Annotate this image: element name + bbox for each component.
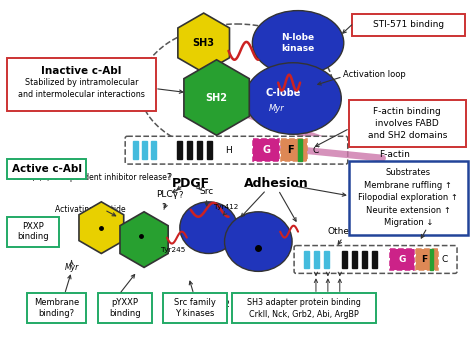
Text: Membrane
binding?: Membrane binding?: [34, 299, 79, 318]
Text: Myr: Myr: [64, 263, 79, 272]
FancyBboxPatch shape: [7, 58, 156, 111]
Bar: [142, 141, 147, 159]
FancyBboxPatch shape: [232, 293, 375, 323]
Text: Stabilized by intramolecular
and intermolecular interactions: Stabilized by intramolecular and intermo…: [18, 78, 145, 99]
Text: Tyr245: Tyr245: [161, 246, 185, 252]
Text: G: G: [262, 145, 270, 155]
Bar: [314, 251, 319, 268]
FancyBboxPatch shape: [7, 159, 86, 179]
Bar: [187, 141, 192, 159]
FancyBboxPatch shape: [349, 161, 468, 235]
Text: F: F: [287, 145, 293, 155]
Text: SH3 adapter protein binding
CrkII, Nck, Grb2, Abi, ArgBP: SH3 adapter protein binding CrkII, Nck, …: [247, 298, 361, 318]
Text: Tyr412: Tyr412: [214, 204, 239, 210]
Text: Myr: Myr: [268, 104, 284, 113]
Text: SH3: SH3: [192, 38, 215, 48]
Bar: [254, 139, 279, 161]
Polygon shape: [79, 202, 124, 253]
Text: SH2: SH2: [206, 93, 228, 103]
Ellipse shape: [252, 11, 344, 75]
Bar: [430, 248, 433, 271]
Bar: [298, 139, 302, 161]
Text: PtdIns(4,5)P₂-dependent inhibitor release?: PtdIns(4,5)P₂-dependent inhibitor releas…: [8, 173, 171, 181]
Bar: [133, 141, 138, 159]
Text: STI-571 binding: STI-571 binding: [373, 21, 444, 29]
FancyBboxPatch shape: [99, 293, 152, 323]
Ellipse shape: [225, 212, 292, 271]
Text: Inactive c-Abl: Inactive c-Abl: [41, 66, 122, 76]
Bar: [304, 251, 309, 268]
Text: F-actin binding
involves FABD
and SH2 domains: F-actin binding involves FABD and SH2 do…: [368, 107, 447, 140]
Text: 2: 2: [225, 300, 229, 309]
FancyBboxPatch shape: [27, 293, 86, 323]
Polygon shape: [120, 212, 168, 267]
Bar: [372, 251, 376, 268]
FancyBboxPatch shape: [352, 14, 465, 36]
Polygon shape: [178, 13, 229, 73]
Ellipse shape: [180, 202, 237, 253]
Bar: [352, 251, 356, 268]
Bar: [391, 248, 414, 271]
Bar: [177, 141, 182, 159]
Text: PXXP
binding: PXXP binding: [17, 222, 49, 241]
Text: C-lobe: C-lobe: [265, 88, 301, 98]
Bar: [324, 251, 329, 268]
Ellipse shape: [245, 63, 341, 134]
Bar: [342, 251, 347, 268]
Text: Activation loop: Activation loop: [343, 70, 406, 79]
Bar: [281, 139, 307, 161]
FancyBboxPatch shape: [163, 293, 227, 323]
Text: F: F: [421, 255, 427, 264]
Polygon shape: [184, 60, 249, 135]
Text: C: C: [313, 146, 319, 155]
Text: N-lobe
kinase: N-lobe kinase: [282, 33, 315, 53]
Text: Src family
Y kinases: Src family Y kinases: [174, 299, 216, 318]
Text: Src: Src: [200, 187, 214, 196]
Text: ?: ?: [179, 191, 183, 200]
FancyBboxPatch shape: [7, 217, 59, 247]
Text: F-actin
inhibition relieved: F-actin inhibition relieved: [389, 207, 465, 228]
Text: C: C: [442, 255, 448, 264]
Text: ?: ?: [161, 203, 165, 212]
FancyBboxPatch shape: [294, 246, 457, 273]
Text: PLCγ: PLCγ: [156, 190, 178, 200]
Text: Activating peptide: Activating peptide: [55, 205, 125, 214]
Text: Active c-Abl: Active c-Abl: [12, 164, 82, 174]
Text: ?: ?: [167, 173, 171, 182]
Text: Adhesion: Adhesion: [244, 178, 309, 191]
Bar: [416, 248, 438, 271]
Text: F-actin: F-actin: [380, 150, 410, 159]
Text: G: G: [399, 255, 406, 264]
Bar: [197, 141, 202, 159]
Text: Other?: Other?: [328, 227, 358, 236]
FancyBboxPatch shape: [125, 136, 348, 164]
Text: PDGF: PDGF: [172, 178, 210, 191]
Text: pYXXP
binding: pYXXP binding: [109, 299, 141, 318]
Bar: [151, 141, 156, 159]
Text: Substrates
Membrane ruffling ↑
Filopodial exploration ↑
Neurite extension ↑
Migr: Substrates Membrane ruffling ↑ Filopodia…: [358, 168, 458, 227]
Bar: [362, 251, 366, 268]
Text: H: H: [225, 146, 232, 155]
FancyBboxPatch shape: [349, 99, 466, 147]
Bar: [207, 141, 211, 159]
